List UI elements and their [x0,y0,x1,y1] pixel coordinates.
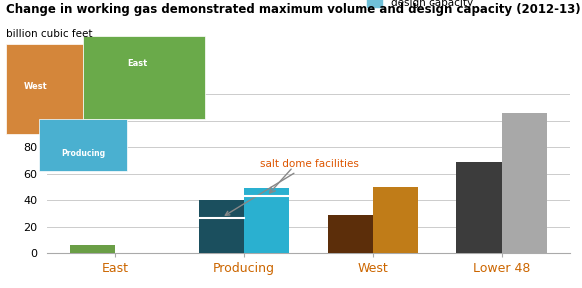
Text: salt dome facilities: salt dome facilities [225,159,359,215]
Bar [456,162,502,253]
Bar [199,200,244,253]
Polygon shape [83,36,205,119]
Bar [70,245,115,253]
Bar [502,113,546,253]
Legend: demonstrated maximum volume, design capacity: demonstrated maximum volume, design capa… [364,0,565,11]
Bar [373,187,418,253]
Text: Producing: Producing [61,149,105,158]
Polygon shape [39,119,127,171]
Bar [244,188,289,253]
Text: billion cubic feet: billion cubic feet [6,29,93,39]
Text: West: West [23,82,47,91]
Text: East: East [127,59,148,68]
Text: Change in working gas demonstrated maximum volume and design capacity (2012-13): Change in working gas demonstrated maxim… [6,3,580,16]
Bar [328,215,373,253]
Polygon shape [6,44,83,134]
